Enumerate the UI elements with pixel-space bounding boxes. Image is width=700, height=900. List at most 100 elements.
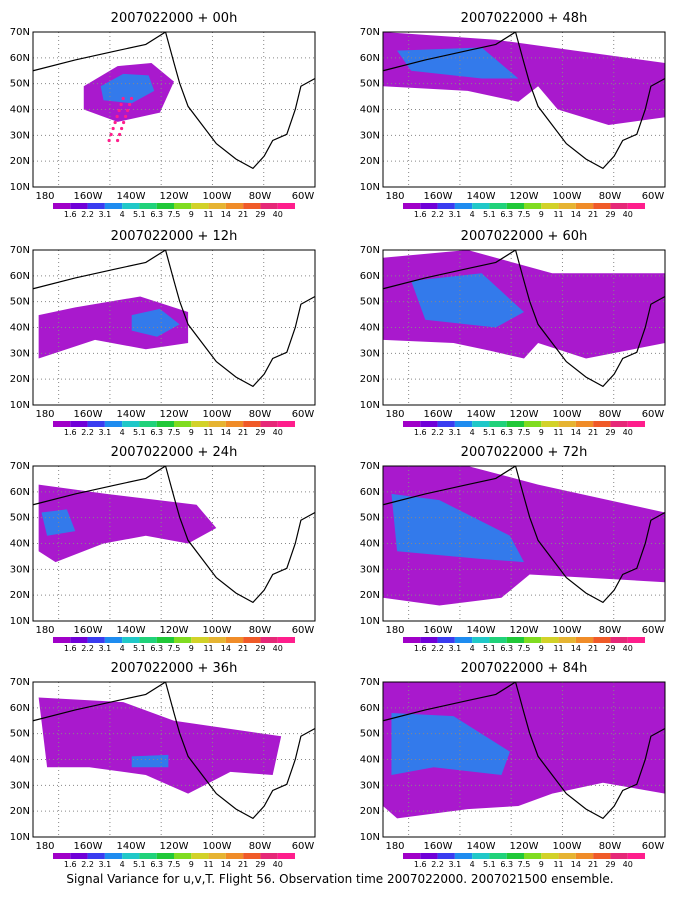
colorbar-swatch <box>575 421 594 427</box>
variance-shading <box>391 713 510 775</box>
flight-track-point <box>128 102 132 107</box>
colorbar-swatch <box>156 421 174 427</box>
latitude-tick-label: 60N <box>10 703 30 714</box>
colorbar-label: 5.1 <box>133 644 146 653</box>
colorbar-swatch <box>139 637 157 643</box>
latitude-tick-label: 40N <box>10 323 30 334</box>
colorbar-label: 21 <box>588 644 598 653</box>
colorbar-swatch <box>437 203 455 209</box>
latitude-tick-label: 30N <box>360 780 380 791</box>
colorbar-swatch <box>420 637 438 643</box>
colorbar-label: 6.3 <box>150 210 163 219</box>
colorbar-label: 29 <box>255 860 265 869</box>
colorbar-swatch <box>541 853 559 859</box>
colorbar-label: 6.3 <box>150 644 163 653</box>
colorbar-swatch <box>122 421 140 427</box>
longitude-tick-label: 60W <box>292 841 315 852</box>
colorbar-swatch <box>403 637 421 643</box>
colorbar-label: 6.3 <box>500 644 513 653</box>
colorbar-label: 9 <box>539 860 544 869</box>
latitude-tick-label: 60N <box>360 53 380 64</box>
colorbar-swatch <box>277 637 295 643</box>
flight-track-point <box>126 108 130 113</box>
colorbar-swatch <box>87 421 105 427</box>
latitude-tick-label: 50N <box>360 79 380 90</box>
colorbar-swatch <box>420 853 438 859</box>
colorbar-swatch <box>191 203 209 209</box>
colorbar-swatch <box>208 853 226 859</box>
colorbar-label: 2.2 <box>81 210 94 219</box>
colorbar-label: 21 <box>238 210 248 219</box>
latitude-tick-label: 50N <box>10 297 30 308</box>
longitude-tick-label: 160W <box>74 409 103 420</box>
longitude-tick-label: 160W <box>74 625 103 636</box>
longitude-tick-label: 140W <box>117 409 146 420</box>
map-frame <box>32 681 316 838</box>
colorbar-swatch <box>627 637 645 643</box>
colorbar-label: 6.3 <box>500 428 513 437</box>
colorbar-label: 3.1 <box>98 860 111 869</box>
colorbar-swatch <box>191 421 209 427</box>
latitude-tick-label: 10N <box>360 616 380 627</box>
colorbar-label: 1.6 <box>64 428 77 437</box>
latitude-tick-label: 50N <box>10 729 30 740</box>
colorbar-label: 7.5 <box>168 860 181 869</box>
colorbar-label: 3.1 <box>98 210 111 219</box>
colorbar-label: 3.1 <box>98 644 111 653</box>
colorbar-swatch <box>70 421 88 427</box>
longitude-tick-label: 100W <box>553 409 582 420</box>
latitude-tick-label: 10N <box>10 832 30 843</box>
colorbar-label: 3.1 <box>98 428 111 437</box>
map-frame <box>32 31 316 188</box>
flight-track-point <box>122 120 126 125</box>
colorbar-swatch <box>87 637 105 643</box>
colorbar-swatch <box>558 637 576 643</box>
coastline <box>164 465 316 604</box>
longitude-tick-label: 100W <box>553 841 582 852</box>
coastline <box>514 31 666 170</box>
colorbar-label: 21 <box>238 860 248 869</box>
latitude-tick-label: 70N <box>10 677 30 688</box>
colorbar-swatch <box>277 853 295 859</box>
longitude-tick-label: 180 <box>35 625 54 636</box>
panel-title: 2007022000 + 48h <box>461 11 588 26</box>
colorbar-label: 11 <box>553 860 563 869</box>
colorbar-swatch <box>139 853 157 859</box>
colorbar-swatch <box>225 421 244 427</box>
longitude-tick-label: 60W <box>642 409 665 420</box>
colorbar-label: 3.1 <box>448 644 461 653</box>
longitude-tick-label: 140W <box>467 625 496 636</box>
map-panel: 2007022000 + 84h 10N 20N 30N 40N 50N 60N 70N 180… <box>360 661 666 869</box>
colorbar-swatch <box>541 203 559 209</box>
longitude-tick-label: 120W <box>510 409 539 420</box>
colorbar-swatch <box>420 203 438 209</box>
latitude-tick-label: 70N <box>10 27 30 38</box>
coastline <box>32 465 166 506</box>
colorbar-label: 3.1 <box>448 428 461 437</box>
longitude-tick-label: 100W <box>203 409 232 420</box>
colorbar-label: 2.2 <box>431 428 444 437</box>
colorbar-label: 2.2 <box>431 644 444 653</box>
longitude-tick-label: 80W <box>249 841 272 852</box>
colorbar-label: 21 <box>588 860 598 869</box>
colorbar-label: 9 <box>539 644 544 653</box>
colorbar-label: 11 <box>203 644 213 653</box>
longitude-tick-label: 100W <box>553 625 582 636</box>
colorbar-swatch <box>506 203 524 209</box>
longitude-tick-label: 80W <box>599 841 622 852</box>
colorbar-label: 11 <box>203 428 213 437</box>
longitude-tick-label: 160W <box>424 841 453 852</box>
flight-track-point <box>111 126 115 131</box>
latitude-tick-label: 50N <box>10 513 30 524</box>
latitude-tick-label: 30N <box>360 564 380 575</box>
colorbar-swatch <box>104 637 123 643</box>
flight-track-point <box>117 108 121 113</box>
colorbar-label: 5.1 <box>483 428 496 437</box>
longitude-tick-label: 60W <box>292 409 315 420</box>
colorbar-swatch <box>104 203 123 209</box>
colorbar-swatch <box>575 637 594 643</box>
colorbar-label: 6.3 <box>150 428 163 437</box>
latitude-tick-label: 60N <box>10 487 30 498</box>
colorbar-swatch <box>558 203 576 209</box>
